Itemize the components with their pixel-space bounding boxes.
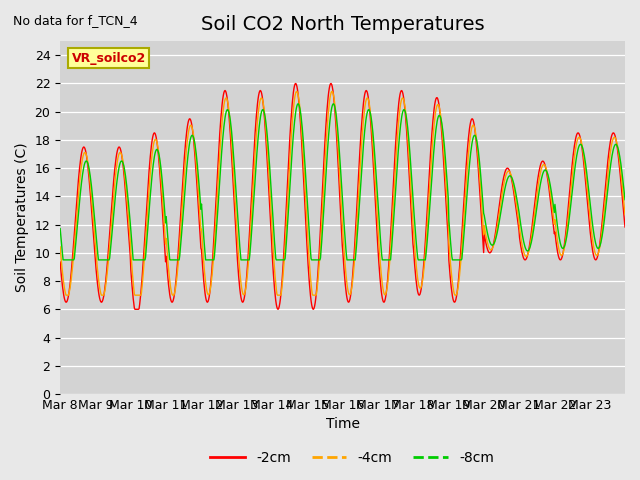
X-axis label: Time: Time <box>326 418 360 432</box>
Title: Soil CO2 North Temperatures: Soil CO2 North Temperatures <box>201 15 484 34</box>
Y-axis label: Soil Temperatures (C): Soil Temperatures (C) <box>15 143 29 292</box>
Legend: -2cm, -4cm, -8cm: -2cm, -4cm, -8cm <box>205 445 499 471</box>
Text: VR_soilco2: VR_soilco2 <box>72 52 146 65</box>
Text: No data for f_TCN_4: No data for f_TCN_4 <box>13 14 138 27</box>
